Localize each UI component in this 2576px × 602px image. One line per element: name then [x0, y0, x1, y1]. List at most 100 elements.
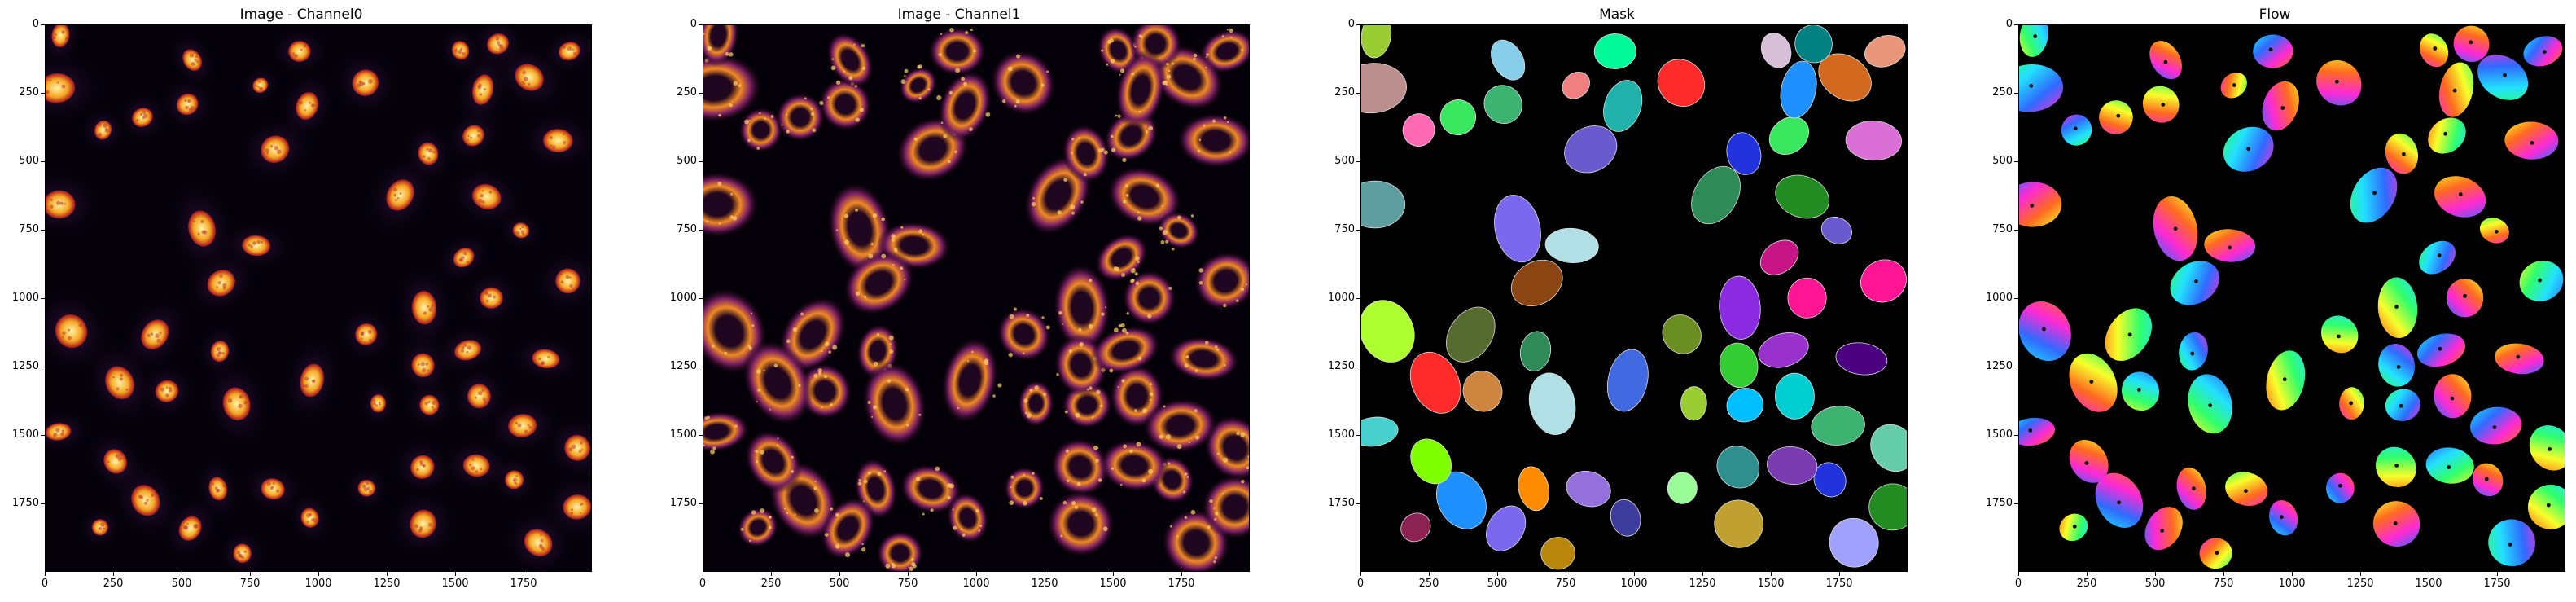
- y-tick-mark: [41, 503, 45, 504]
- y-tick-mark: [699, 298, 703, 299]
- y-tick-label: 1500: [11, 428, 39, 441]
- x-tick-mark: [1702, 572, 1703, 576]
- y-tick-mark: [699, 230, 703, 231]
- y-tick-mark: [41, 230, 45, 231]
- y-tick-label: 250: [1334, 86, 1355, 99]
- x-tick-label: 1750: [510, 578, 537, 590]
- x-tick-label: 500: [1487, 578, 1508, 590]
- x-tick-label: 750: [239, 578, 261, 590]
- x-tick-label: 1000: [962, 578, 990, 590]
- y-tick-label: 750: [19, 223, 39, 235]
- image-flow: [2018, 24, 2565, 572]
- x-tick-label: 1500: [1757, 578, 1785, 590]
- y-tick-mark: [1356, 435, 1360, 436]
- y-tick-label: 250: [1992, 86, 2013, 99]
- channel0-image-svg: [45, 24, 592, 572]
- flow-image-svg: [2018, 24, 2565, 572]
- y-tick-mark: [41, 298, 45, 299]
- x-tick-mark: [2087, 572, 2088, 576]
- y-tick-mark: [41, 435, 45, 436]
- y-tick-label: 1750: [669, 497, 697, 509]
- x-tick-label: 500: [829, 578, 850, 590]
- y-tick-label: 0: [1347, 18, 1355, 30]
- x-tick-label: 750: [2213, 578, 2234, 590]
- y-tick-label: 0: [2005, 18, 2013, 30]
- y-tick-label: 1250: [669, 360, 697, 372]
- y-tick-mark: [1356, 161, 1360, 162]
- x-tick-label: 250: [1418, 578, 1439, 590]
- y-tick-mark: [1356, 93, 1360, 94]
- panel-channel1: Image - Channel1 0 0 250 250 500 500 750 750 100…: [658, 0, 1260, 602]
- x-tick-mark: [1839, 572, 1840, 576]
- x-tick-label: 500: [2144, 578, 2166, 590]
- x-tick-mark: [113, 572, 114, 576]
- channel1-image-svg: [703, 24, 1250, 572]
- x-tick-label: 1500: [441, 578, 469, 590]
- y-tick-label: 1500: [669, 428, 697, 441]
- x-tick-mark: [1497, 572, 1498, 576]
- image-channel0: [45, 24, 592, 572]
- y-tick-label: 250: [19, 86, 39, 99]
- x-tick-label: 1750: [1825, 578, 1853, 590]
- x-tick-label: 250: [760, 578, 782, 590]
- y-tick-mark: [2014, 435, 2018, 436]
- panel-title: Mask: [1599, 7, 1635, 23]
- y-tick-mark: [699, 503, 703, 504]
- panel-title: Image - Channel1: [897, 7, 1021, 23]
- mask-image-svg: [1360, 24, 1908, 572]
- x-tick-label: 0: [41, 578, 49, 590]
- y-tick-mark: [1356, 298, 1360, 299]
- panel-title: Flow: [2258, 7, 2291, 23]
- y-tick-mark: [1356, 230, 1360, 231]
- x-tick-mark: [1771, 572, 1772, 576]
- x-tick-label: 750: [897, 578, 918, 590]
- x-tick-label: 1750: [2483, 578, 2511, 590]
- y-tick-mark: [699, 24, 703, 25]
- panel-channel0: Image - Channel0 0 0 250 250 500 500 750 750 100…: [0, 0, 602, 602]
- y-tick-label: 1750: [1985, 497, 2013, 509]
- y-tick-label: 1750: [1327, 497, 1355, 509]
- y-tick-mark: [699, 161, 703, 162]
- y-tick-label: 1000: [11, 292, 39, 304]
- y-tick-mark: [41, 93, 45, 94]
- x-tick-label: 1500: [2415, 578, 2442, 590]
- x-tick-label: 1000: [2278, 578, 2306, 590]
- y-tick-label: 1000: [1985, 292, 2013, 304]
- x-tick-mark: [2497, 572, 2498, 576]
- y-tick-label: 1000: [1327, 292, 1355, 304]
- x-tick-label: 500: [171, 578, 192, 590]
- x-tick-mark: [455, 572, 456, 576]
- panel-flow: Flow 0 0 250 250 500 500 750 750 1000 1000 1250 125…: [1974, 0, 2576, 602]
- x-tick-mark: [2223, 572, 2224, 576]
- x-tick-mark: [2360, 572, 2361, 576]
- image-mask: [1360, 24, 1908, 572]
- y-tick-mark: [2014, 503, 2018, 504]
- panel-mask: Mask 0 0 250 250 500 500 750 750 1000 1000 1250 125…: [1316, 0, 1918, 602]
- x-tick-label: 0: [699, 578, 707, 590]
- x-tick-label: 1000: [304, 578, 332, 590]
- x-tick-mark: [908, 572, 909, 576]
- y-tick-label: 1500: [1327, 428, 1355, 441]
- x-tick-label: 250: [103, 578, 124, 590]
- x-tick-mark: [1113, 572, 1114, 576]
- y-tick-label: 250: [677, 86, 697, 99]
- x-tick-mark: [318, 572, 319, 576]
- y-tick-mark: [699, 93, 703, 94]
- y-tick-label: 0: [32, 18, 39, 30]
- x-tick-label: 1250: [2346, 578, 2374, 590]
- y-tick-mark: [41, 24, 45, 25]
- y-tick-mark: [2014, 298, 2018, 299]
- y-tick-mark: [1356, 503, 1360, 504]
- x-tick-mark: [2018, 572, 2019, 576]
- y-tick-label: 750: [1334, 223, 1355, 235]
- image-channel1: [703, 24, 1250, 572]
- x-tick-mark: [387, 572, 388, 576]
- x-tick-label: 1250: [1031, 578, 1058, 590]
- y-tick-mark: [2014, 161, 2018, 162]
- x-tick-mark: [839, 572, 840, 576]
- y-tick-label: 500: [1992, 155, 2013, 167]
- y-tick-label: 500: [1334, 155, 1355, 167]
- y-tick-mark: [1356, 24, 1360, 25]
- y-tick-mark: [699, 435, 703, 436]
